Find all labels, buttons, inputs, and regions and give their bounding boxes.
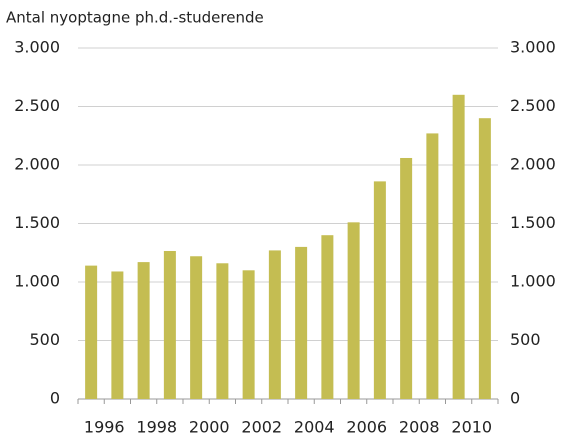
y-tick-label: 2.500 xyxy=(14,96,60,115)
bar xyxy=(478,118,491,399)
bar xyxy=(190,256,203,399)
x-tick-label: 1998 xyxy=(136,418,177,437)
bar xyxy=(242,270,255,399)
x-tick-label: 1996 xyxy=(84,418,125,437)
bar xyxy=(321,235,334,399)
x-tick-label: 2000 xyxy=(189,418,230,437)
bar xyxy=(400,157,413,399)
x-tick-label: 2010 xyxy=(451,418,492,437)
bar xyxy=(373,181,386,399)
y-tick-label: 1.500 xyxy=(14,213,60,232)
bar xyxy=(85,265,98,399)
y-tick-label: 500 xyxy=(29,330,60,349)
y2-tick-label: 500 xyxy=(510,330,541,349)
bar xyxy=(268,250,281,399)
axis-title: Antal nyoptagne ph.d.-studerende xyxy=(6,9,264,27)
x-tick-label: 2006 xyxy=(346,418,387,437)
bar xyxy=(216,263,229,399)
y-tick-label: 1.000 xyxy=(14,272,60,291)
y2-tick-label: 2.500 xyxy=(510,96,556,115)
y2-tick-label: 0 xyxy=(510,389,520,408)
x-tick-label: 2008 xyxy=(399,418,440,437)
y2-tick-label: 3.000 xyxy=(510,38,556,57)
y-tick-label: 3.000 xyxy=(14,38,60,57)
y-tick-label: 2.000 xyxy=(14,155,60,174)
x-tick-label: 2002 xyxy=(241,418,282,437)
bar xyxy=(111,271,124,399)
x-tick-label: 2004 xyxy=(294,418,335,437)
bar xyxy=(163,250,176,399)
y2-tick-label: 2.000 xyxy=(510,155,556,174)
bar xyxy=(137,262,150,399)
y-tick-label: 0 xyxy=(50,389,60,408)
y2-tick-label: 1.500 xyxy=(510,213,556,232)
bar xyxy=(426,133,439,399)
bar xyxy=(452,94,465,400)
bar xyxy=(347,222,360,399)
bar xyxy=(295,246,308,399)
y2-tick-label: 1.000 xyxy=(510,272,556,291)
